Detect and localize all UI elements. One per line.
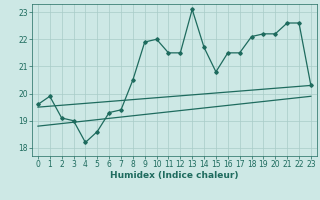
X-axis label: Humidex (Indice chaleur): Humidex (Indice chaleur) (110, 171, 239, 180)
